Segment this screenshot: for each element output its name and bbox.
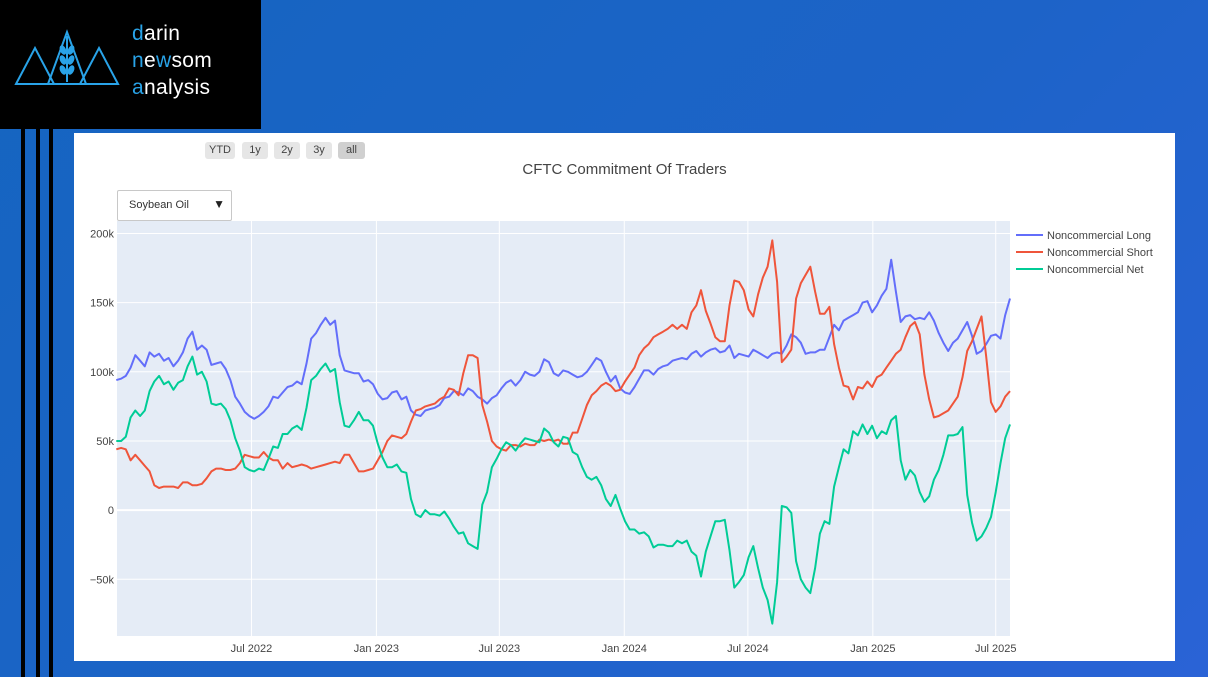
range-button-ytd[interactable]: YTD <box>205 142 235 159</box>
x-tick-label: Jan 2024 <box>602 643 647 655</box>
x-tick-label: Jan 2025 <box>850 643 895 655</box>
logo-word-analysis: analysis <box>132 76 211 99</box>
range-button-all[interactable]: all <box>338 142 365 159</box>
series-line-noncommercial-net <box>116 355 1011 625</box>
y-tick-label: 100k <box>90 367 114 379</box>
dropdown-selected-value: Soybean Oil <box>129 199 189 211</box>
cot-line-chart: Jul 2022 Jan 2023 Jul 2023 Jan 2024 Jul 2024… <box>90 221 1153 655</box>
caret-down-icon: ▼ <box>213 197 225 211</box>
logo: darin newsom analysis <box>0 0 261 129</box>
y-tick-label: 50k <box>96 436 114 448</box>
series-line-noncommercial-short <box>116 239 1011 489</box>
series-line-noncommercial-long <box>116 258 1011 420</box>
decorative-rail <box>49 129 53 677</box>
plot-area <box>117 221 1010 636</box>
y-tick-label: 200k <box>90 228 114 240</box>
wheat-mountains-icon <box>14 29 120 85</box>
x-tick-label: Jul 2025 <box>975 643 1017 655</box>
chart-title: CFTC Commitment Of Traders <box>522 161 727 178</box>
legend-label[interactable]: Noncommercial Net <box>1047 264 1144 276</box>
range-button-2y[interactable]: 2y <box>274 142 300 159</box>
x-tick-label: Jul 2023 <box>479 643 521 655</box>
legend-label[interactable]: Noncommercial Short <box>1047 247 1153 259</box>
logo-word-darin: darin <box>132 22 181 45</box>
range-button-1y[interactable]: 1y <box>242 142 268 159</box>
decorative-rail <box>21 129 25 677</box>
legend-label[interactable]: Noncommercial Long <box>1047 230 1151 242</box>
x-tick-label: Jul 2022 <box>231 643 273 655</box>
y-tick-label: 0 <box>108 505 114 517</box>
y-tick-label: 150k <box>90 298 114 310</box>
x-tick-label: Jul 2024 <box>727 643 769 655</box>
commodity-dropdown[interactable]: Soybean Oil ▼ <box>117 190 232 221</box>
x-tick-label: Jan 2023 <box>354 643 399 655</box>
logo-word-newsom: newsom <box>132 49 213 72</box>
decorative-rail <box>36 129 40 677</box>
chart-panel: Jul 2022 Jan 2023 Jul 2023 Jan 2024 Jul 2024… <box>74 133 1175 661</box>
range-button-3y[interactable]: 3y <box>306 142 332 159</box>
y-tick-label: −50k <box>90 574 115 586</box>
